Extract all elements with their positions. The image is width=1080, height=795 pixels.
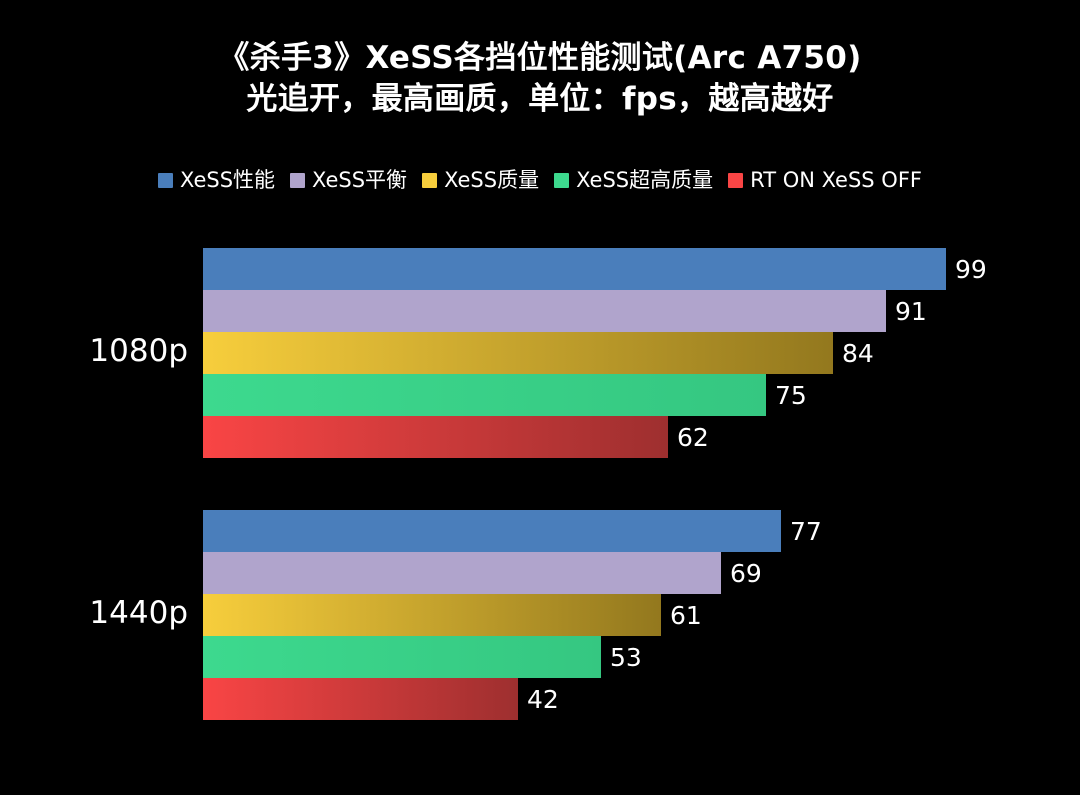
legend-swatch-icon [728, 173, 744, 188]
category-axis-label: 1080p [89, 333, 188, 369]
chart-title-line-1: 《杀手3》XeSS各挡位性能测试(Arc A750) [218, 40, 862, 76]
bar[interactable] [203, 290, 886, 332]
bar-value-label: 99 [955, 254, 987, 284]
legend-item[interactable]: XeSS质量 [422, 170, 539, 191]
bar-value-label: 75 [775, 380, 807, 410]
legend-item-label: XeSS平衡 [312, 168, 408, 192]
bar-row: 62 [203, 416, 709, 458]
bar[interactable] [203, 510, 781, 552]
bar[interactable] [203, 552, 721, 594]
legend-item-label: RT ON XeSS OFF [750, 168, 922, 192]
legend-swatch-icon [422, 173, 438, 188]
bar-group: 1440p 77 69 61 53 42 [0, 510, 1080, 720]
chart-title-block: 《杀手3》XeSS各挡位性能测试(Arc A750) 光追开，最高画质，单位：f… [0, 38, 1080, 120]
bar-row: 69 [203, 552, 762, 594]
legend-item[interactable]: XeSS性能 [158, 170, 275, 191]
legend-swatch-icon [554, 173, 570, 188]
bar[interactable] [203, 636, 601, 678]
chart-title-line-2: 光追开，最高画质，单位：fps，越高越好 [246, 80, 834, 117]
bar-value-label: 91 [895, 296, 927, 326]
bar-value-label: 77 [790, 516, 822, 546]
bar-row: 75 [203, 374, 807, 416]
bar-row: 99 [203, 248, 987, 290]
bar-row: 42 [203, 678, 559, 720]
chart-legend: XeSS性能 XeSS平衡 XeSS质量 XeSS超高质量 RT ON XeSS OFF [0, 170, 1080, 191]
bar[interactable] [203, 332, 833, 374]
legend-item-label: XeSS性能 [180, 168, 276, 192]
legend-swatch-icon [158, 173, 173, 188]
bar[interactable] [203, 416, 668, 458]
legend-item[interactable]: RT ON XeSS OFF [728, 170, 922, 191]
legend-item-label: XeSS超高质量 [576, 168, 714, 192]
bar[interactable] [203, 374, 766, 416]
chart-plot-area: 1080p 99 91 84 75 62 1440p 77 69 61 53 42 [0, 232, 1080, 720]
legend-item[interactable]: XeSS超高质量 [554, 170, 713, 191]
bar-row: 77 [203, 510, 822, 552]
legend-item[interactable]: XeSS平衡 [290, 170, 407, 191]
bar-value-label: 84 [842, 338, 874, 368]
bar-row: 61 [203, 594, 702, 636]
bar-row: 84 [203, 332, 874, 374]
bar[interactable] [203, 594, 661, 636]
bar-value-label: 62 [677, 422, 709, 452]
bar[interactable] [203, 248, 946, 290]
bar-value-label: 69 [730, 558, 762, 588]
category-axis-label: 1440p [89, 595, 188, 631]
legend-item-label: XeSS质量 [444, 168, 540, 192]
bar-value-label: 42 [527, 684, 559, 714]
bar-value-label: 61 [670, 600, 702, 630]
legend-swatch-icon [290, 173, 306, 188]
bar-group: 1080p 99 91 84 75 62 [0, 248, 1080, 458]
bar-row: 91 [203, 290, 927, 332]
bar-value-label: 53 [610, 642, 642, 672]
bar-row: 53 [203, 636, 642, 678]
bar[interactable] [203, 678, 518, 720]
